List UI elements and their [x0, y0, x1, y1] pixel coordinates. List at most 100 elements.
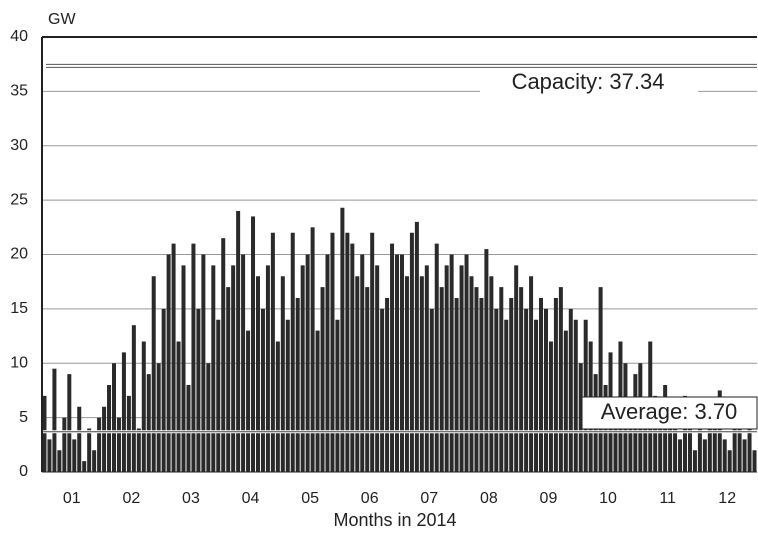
spike — [52, 368, 57, 472]
spike — [578, 363, 583, 472]
spike — [539, 298, 544, 472]
spike — [77, 406, 82, 472]
spike — [246, 330, 251, 472]
spike — [47, 439, 52, 472]
x-tick-label: 06 — [361, 490, 379, 507]
spike — [305, 254, 310, 472]
spike — [221, 238, 226, 472]
spike — [504, 319, 509, 472]
spike — [196, 308, 201, 472]
spike — [107, 385, 112, 472]
spike — [742, 439, 747, 472]
spike — [335, 319, 340, 472]
spike — [126, 395, 131, 472]
spike — [146, 374, 151, 472]
x-axis-label: Months in 2014 — [333, 510, 456, 530]
spike — [668, 428, 673, 472]
spike — [380, 308, 385, 472]
spike — [678, 439, 683, 472]
spike — [737, 417, 742, 472]
capacity-label: Capacity: 37.34 — [512, 69, 665, 94]
spike — [365, 287, 370, 472]
spike — [116, 417, 121, 472]
spike — [494, 308, 499, 472]
spike — [747, 406, 752, 472]
spike — [464, 254, 469, 472]
y-tick-label: 25 — [10, 191, 28, 208]
spike — [320, 287, 325, 472]
spike — [275, 341, 280, 472]
spike — [529, 276, 534, 472]
spike — [231, 265, 236, 472]
spike — [201, 254, 206, 472]
spike — [390, 243, 395, 472]
spike — [509, 298, 514, 472]
spike — [131, 325, 136, 472]
x-tick-label: 02 — [122, 490, 140, 507]
x-tick-label: 05 — [301, 490, 319, 507]
spike — [181, 265, 186, 472]
spike — [340, 207, 345, 473]
spike — [524, 308, 529, 472]
spike — [102, 406, 107, 472]
spike — [211, 265, 216, 472]
spike — [519, 287, 524, 472]
spike — [697, 417, 702, 472]
spike — [673, 406, 678, 472]
y-tick-label: 10 — [10, 354, 28, 371]
spike — [156, 363, 161, 472]
spike — [479, 298, 484, 472]
spike — [191, 243, 196, 472]
spike — [553, 298, 558, 472]
spike — [454, 298, 459, 472]
spike — [687, 417, 692, 472]
spike — [345, 232, 350, 472]
spike — [226, 287, 231, 472]
y-tick-label: 5 — [19, 409, 28, 426]
spike — [643, 406, 648, 472]
spike — [474, 287, 479, 472]
spike — [42, 395, 47, 472]
y-tick-label: 35 — [10, 83, 28, 100]
spike — [136, 428, 141, 472]
spike — [241, 254, 246, 472]
spike — [395, 254, 400, 472]
x-tick-label: 03 — [182, 490, 200, 507]
spike — [260, 308, 265, 472]
x-tick-label: 09 — [540, 490, 558, 507]
spike — [161, 308, 166, 472]
spike — [434, 243, 439, 472]
spike — [300, 265, 305, 472]
spike — [444, 265, 449, 472]
spike — [97, 417, 102, 472]
spike — [176, 341, 181, 472]
x-tick-label: 11 — [659, 490, 676, 507]
spike — [752, 450, 757, 472]
spike — [414, 221, 419, 472]
spike — [315, 330, 320, 472]
x-tick-label: 08 — [480, 490, 498, 507]
spike — [285, 319, 290, 472]
y-tick-label: 30 — [10, 137, 28, 154]
spike — [206, 363, 211, 472]
spike — [82, 461, 87, 472]
y-tick-label: 40 — [10, 28, 28, 45]
spike — [409, 232, 414, 472]
spike — [499, 287, 504, 472]
spike — [712, 428, 717, 472]
spike — [251, 216, 256, 472]
spike — [459, 265, 464, 472]
spike — [370, 232, 375, 472]
spike — [57, 450, 62, 472]
spike — [439, 287, 444, 472]
spike — [186, 385, 191, 472]
spike — [385, 298, 390, 472]
spike — [310, 227, 315, 472]
spike — [290, 232, 295, 472]
spike — [489, 276, 494, 472]
spike — [514, 265, 519, 472]
spike — [583, 319, 588, 472]
label-bg — [480, 68, 698, 98]
spike — [87, 428, 92, 472]
spike — [92, 450, 97, 472]
